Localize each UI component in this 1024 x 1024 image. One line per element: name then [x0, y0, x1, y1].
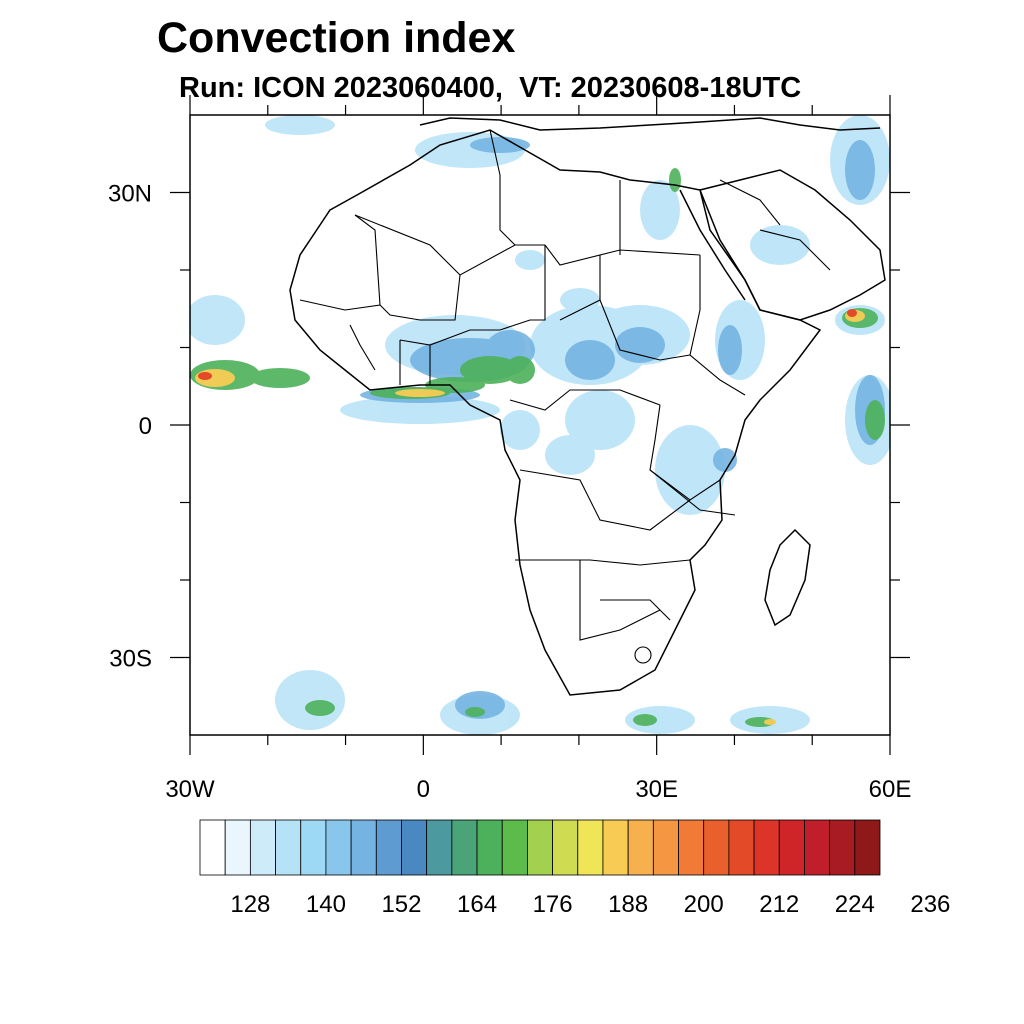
colorbar-swatch — [527, 819, 553, 876]
lat-tick-label: 30N — [108, 181, 152, 208]
colorbar-swatch — [753, 819, 780, 876]
colorbar-label: 188 — [608, 891, 648, 918]
colorbar-label: 140 — [306, 891, 346, 918]
plot-frame — [189, 114, 891, 736]
colorbar-swatch — [275, 819, 302, 876]
colorbar-swatch — [451, 819, 478, 876]
colorbar-swatch — [703, 819, 730, 876]
lat-tick-label: 30S — [109, 646, 152, 673]
colorbar-label: 236 — [910, 891, 950, 918]
colorbar-swatch — [602, 819, 629, 876]
colorbar-label: 176 — [533, 891, 573, 918]
colorbar-label: 128 — [230, 891, 270, 918]
country-borders — [299, 129, 831, 664]
colorbar-swatch — [778, 819, 805, 876]
colorbar-swatch — [401, 819, 428, 876]
colorbar-swatch — [854, 819, 881, 876]
convection-field — [190, 115, 890, 735]
colorbar-swatch — [829, 819, 856, 876]
colorbar-swatch — [476, 819, 503, 876]
colorbar-label: 200 — [684, 891, 724, 918]
colorbar-swatch — [501, 819, 528, 876]
colorbar-swatch — [627, 819, 654, 876]
chart-subtitle: Run: ICON 2023060400, VT: 20230608-18UTC — [179, 72, 802, 104]
colorbar-swatch — [652, 819, 679, 876]
lon-tick-label: 0 — [417, 776, 430, 803]
lon-tick-label: 30W — [165, 776, 215, 803]
colorbar-swatch — [199, 819, 226, 876]
colorbar-swatch — [678, 819, 705, 876]
lon-tick-label: 60E — [869, 776, 912, 803]
chart-title: Convection index — [157, 14, 516, 62]
colorbar-label: 152 — [381, 891, 421, 918]
colorbar-swatch — [224, 819, 251, 876]
colorbar-swatch — [804, 819, 831, 876]
colorbar-swatch — [375, 819, 402, 876]
colorbar-label: 212 — [759, 891, 799, 918]
colorbar-swatch — [577, 819, 604, 876]
colorbar: 128 140 152 164 176 188 200 212 224 236 — [199, 819, 950, 918]
colorbar-swatch — [728, 819, 755, 876]
lat-tick-label: 0 — [139, 413, 152, 440]
colorbar-swatch — [426, 819, 453, 876]
lon-tick-label: 30E — [635, 776, 678, 803]
colorbar-swatch — [249, 819, 276, 876]
axis-ticks — [170, 95, 910, 755]
colorbar-label: 164 — [457, 891, 497, 918]
axis-tick-labels: 30N 0 30S 30W 0 30E 60E — [108, 181, 911, 804]
colorbar-swatch — [300, 819, 327, 876]
colorbar-swatch — [552, 819, 579, 876]
colorbar-label: 224 — [835, 891, 875, 918]
colorbar-swatch — [350, 819, 377, 876]
colorbar-swatch — [325, 819, 352, 876]
